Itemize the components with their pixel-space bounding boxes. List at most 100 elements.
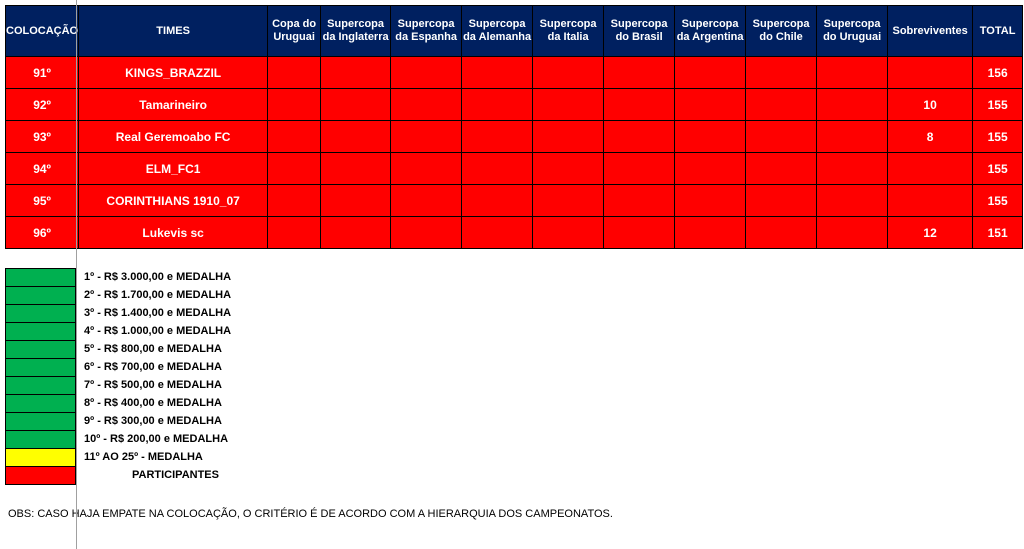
score-cell[interactable] xyxy=(816,216,889,249)
sobreviventes-cell[interactable]: 8 xyxy=(887,120,974,153)
score-cell[interactable] xyxy=(320,56,392,89)
position-cell[interactable]: 91º xyxy=(4,56,80,89)
score-cell[interactable] xyxy=(390,184,463,217)
score-cell[interactable] xyxy=(390,152,463,185)
score-cell[interactable] xyxy=(674,120,747,153)
score-cell[interactable] xyxy=(461,152,534,185)
score-cell[interactable] xyxy=(320,184,392,217)
score-cell[interactable] xyxy=(745,216,818,249)
score-cell[interactable] xyxy=(390,88,463,121)
legend-item: 2º - R$ 1.700,00 e MEDALHA xyxy=(5,286,231,304)
score-cell[interactable] xyxy=(532,152,605,185)
column-header[interactable]: TIMES xyxy=(78,5,269,57)
score-cell[interactable] xyxy=(603,56,676,89)
score-cell[interactable] xyxy=(461,120,534,153)
score-cell[interactable] xyxy=(745,88,818,121)
score-cell[interactable] xyxy=(461,56,534,89)
score-cell[interactable] xyxy=(390,56,463,89)
score-cell[interactable] xyxy=(745,152,818,185)
sobreviventes-cell[interactable]: 10 xyxy=(887,88,974,121)
freeze-pane-line xyxy=(76,0,77,549)
score-cell[interactable] xyxy=(267,152,322,185)
score-cell[interactable] xyxy=(320,120,392,153)
score-cell[interactable] xyxy=(390,120,463,153)
position-cell[interactable]: 93º xyxy=(4,120,80,153)
team-cell[interactable]: Lukevis sc xyxy=(78,216,269,249)
score-cell[interactable] xyxy=(267,56,322,89)
column-header[interactable]: TOTAL xyxy=(972,5,1024,57)
score-cell[interactable] xyxy=(603,184,676,217)
legend-color-swatch xyxy=(5,340,76,358)
position-cell[interactable]: 96º xyxy=(4,216,80,249)
column-header[interactable]: COLOCAÇÃO xyxy=(4,5,80,57)
position-cell[interactable]: 94º xyxy=(4,152,80,185)
score-cell[interactable] xyxy=(603,152,676,185)
column-header[interactable]: Supercopa do Chile xyxy=(745,5,818,57)
score-cell[interactable] xyxy=(603,88,676,121)
score-cell[interactable] xyxy=(320,152,392,185)
score-cell[interactable] xyxy=(267,216,322,249)
column-header[interactable]: Supercopa da Argentina xyxy=(674,5,747,57)
score-cell[interactable] xyxy=(816,88,889,121)
sobreviventes-cell[interactable] xyxy=(887,56,974,89)
score-cell[interactable] xyxy=(603,216,676,249)
column-header[interactable]: Copa do Uruguai xyxy=(267,5,322,57)
score-cell[interactable] xyxy=(816,184,889,217)
legend-label: 9º - R$ 300,00 e MEDALHA xyxy=(84,415,222,427)
score-cell[interactable] xyxy=(320,216,392,249)
column-header[interactable]: Sobreviventes xyxy=(887,5,974,57)
score-cell[interactable] xyxy=(674,184,747,217)
score-cell[interactable] xyxy=(603,120,676,153)
score-cell[interactable] xyxy=(745,120,818,153)
score-cell[interactable] xyxy=(816,120,889,153)
score-cell[interactable] xyxy=(816,56,889,89)
score-cell[interactable] xyxy=(674,152,747,185)
team-cell[interactable]: KINGS_BRAZZIL xyxy=(78,56,269,89)
score-cell[interactable] xyxy=(461,184,534,217)
team-cell[interactable]: CORINTHIANS 1910_07 xyxy=(78,184,269,217)
score-cell[interactable] xyxy=(267,120,322,153)
sobreviventes-cell[interactable] xyxy=(887,152,974,185)
score-cell[interactable] xyxy=(745,56,818,89)
score-cell[interactable] xyxy=(674,88,747,121)
sobreviventes-cell[interactable] xyxy=(887,184,974,217)
column-header[interactable]: Supercopa da Italia xyxy=(532,5,605,57)
total-cell[interactable]: 156 xyxy=(972,56,1024,89)
column-header[interactable]: Supercopa da Alemanha xyxy=(461,5,534,57)
column-header[interactable]: Supercopa da Espanha xyxy=(390,5,463,57)
score-cell[interactable] xyxy=(674,56,747,89)
column-header[interactable]: Supercopa do Uruguai xyxy=(816,5,889,57)
score-cell[interactable] xyxy=(267,88,322,121)
score-cell[interactable] xyxy=(461,216,534,249)
score-cell[interactable] xyxy=(816,152,889,185)
score-cell[interactable] xyxy=(532,56,605,89)
legend-item: 5º - R$ 800,00 e MEDALHA xyxy=(5,340,231,358)
position-cell[interactable]: 92º xyxy=(4,88,80,121)
score-cell[interactable] xyxy=(461,88,534,121)
score-cell[interactable] xyxy=(532,88,605,121)
score-cell[interactable] xyxy=(532,216,605,249)
total-cell[interactable]: 151 xyxy=(972,216,1024,249)
score-cell[interactable] xyxy=(674,216,747,249)
column-header[interactable]: Supercopa do Brasil xyxy=(603,5,676,57)
legend-item: PARTICIPANTES xyxy=(5,465,231,485)
total-cell[interactable]: 155 xyxy=(972,152,1024,185)
score-cell[interactable] xyxy=(390,216,463,249)
score-cell[interactable] xyxy=(532,184,605,217)
score-cell[interactable] xyxy=(745,184,818,217)
legend-item: 4º - R$ 1.000,00 e MEDALHA xyxy=(5,322,231,340)
column-header[interactable]: Supercopa da Inglaterra xyxy=(320,5,392,57)
total-cell[interactable]: 155 xyxy=(972,184,1024,217)
sobreviventes-cell[interactable]: 12 xyxy=(887,216,974,249)
team-cell[interactable]: Tamarineiro xyxy=(78,88,269,121)
total-cell[interactable]: 155 xyxy=(972,120,1024,153)
score-cell[interactable] xyxy=(320,88,392,121)
team-cell[interactable]: ELM_FC1 xyxy=(78,152,269,185)
total-cell[interactable]: 155 xyxy=(972,88,1024,121)
score-cell[interactable] xyxy=(532,120,605,153)
standings-table: COLOCAÇÃO TIMES Copa do Uruguai Supercopa d… xyxy=(4,5,1024,249)
score-cell[interactable] xyxy=(267,184,322,217)
legend-label: 7º - R$ 500,00 e MEDALHA xyxy=(84,379,222,391)
team-cell[interactable]: Real Geremoabo FC xyxy=(78,120,269,153)
position-cell[interactable]: 95º xyxy=(4,184,80,217)
